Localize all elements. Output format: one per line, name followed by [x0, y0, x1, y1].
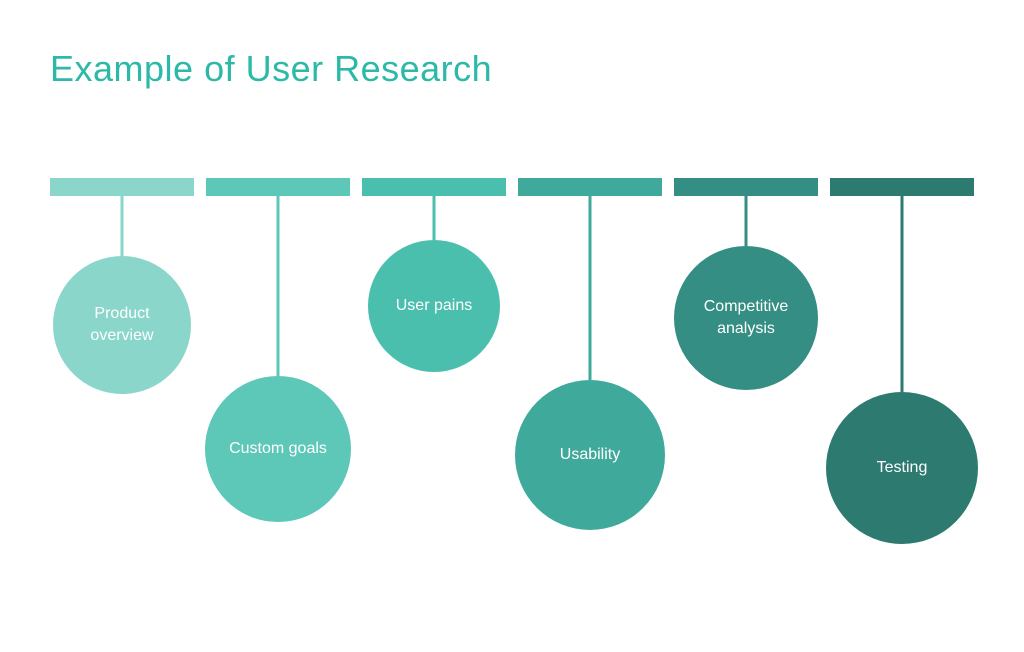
item-stem [745, 196, 748, 246]
item-label: Testing [877, 457, 928, 479]
item-circle: Testing [826, 392, 978, 544]
item-circle: Product overview [53, 256, 191, 394]
diagram-item: Product overview [50, 178, 194, 196]
item-circle: Competitive analysis [674, 246, 818, 390]
item-label: Competitive analysis [684, 296, 808, 339]
diagram-item: Custom goals [206, 178, 350, 196]
item-stem [121, 196, 124, 256]
item-stem [901, 196, 904, 392]
item-bar [50, 178, 194, 196]
item-bar [830, 178, 974, 196]
item-circle: User pains [368, 240, 500, 372]
item-stem [589, 196, 592, 380]
page-title: Example of User Research [50, 48, 492, 90]
diagram-item: User pains [362, 178, 506, 196]
item-bar [518, 178, 662, 196]
research-diagram: Product overview Custom goals User pains Us… [50, 178, 974, 598]
item-circle: Usability [515, 380, 665, 530]
item-stem [433, 196, 436, 240]
item-circle: Custom goals [205, 376, 351, 522]
diagram-item: Usability [518, 178, 662, 196]
item-stem [277, 196, 280, 376]
item-label: Usability [560, 444, 620, 466]
diagram-item: Competitive analysis [674, 178, 818, 196]
item-label: Custom goals [229, 438, 327, 460]
item-label: User pains [396, 295, 472, 317]
diagram-item: Testing [830, 178, 974, 196]
item-label: Product overview [63, 303, 181, 346]
item-bar [206, 178, 350, 196]
item-bar [362, 178, 506, 196]
item-bar [674, 178, 818, 196]
